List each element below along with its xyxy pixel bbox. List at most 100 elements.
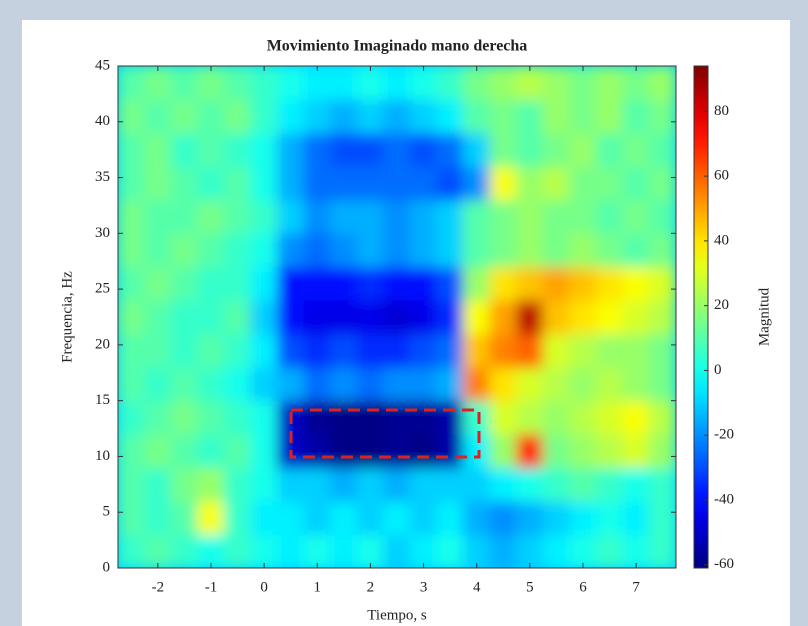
heatmap-cell xyxy=(304,333,332,367)
heatmap-cell xyxy=(197,367,225,401)
heatmap-cell xyxy=(569,333,597,367)
heatmap-cell xyxy=(463,434,491,468)
heatmap-cell xyxy=(171,434,199,468)
heatmap-cell xyxy=(569,400,597,434)
heatmap-cell xyxy=(250,166,278,200)
heatmap-cell xyxy=(277,534,305,568)
heatmap-cell xyxy=(304,99,332,133)
heatmap-cell xyxy=(277,99,305,133)
heatmap-cell xyxy=(410,199,438,233)
colorbar-tick-label: -40 xyxy=(714,491,734,507)
y-tick-label: 10 xyxy=(95,448,110,464)
heatmap-cell xyxy=(516,400,544,434)
heatmap-cell xyxy=(224,199,252,233)
x-tick-label: 2 xyxy=(367,579,375,595)
heatmap-cell xyxy=(171,300,199,334)
heatmap-cell xyxy=(304,166,332,200)
heatmap-cell xyxy=(649,367,677,401)
heatmap-cell xyxy=(171,99,199,133)
heatmap-cell xyxy=(569,300,597,334)
heatmap-cell xyxy=(596,99,624,133)
heatmap-cell xyxy=(277,266,305,300)
heatmap-cell xyxy=(463,467,491,501)
heatmap-cell xyxy=(118,132,146,166)
heatmap-cell xyxy=(436,367,464,401)
heatmap-cell xyxy=(144,233,172,267)
heatmap-cell xyxy=(224,300,252,334)
heatmap-cell xyxy=(304,132,332,166)
heatmap-cell xyxy=(357,400,385,434)
y-tick-label: 20 xyxy=(95,336,110,352)
heatmap-cell xyxy=(463,166,491,200)
heatmap-cell xyxy=(357,367,385,401)
heatmap-cell xyxy=(118,501,146,535)
heatmap-cell xyxy=(250,199,278,233)
colorbar xyxy=(694,66,708,568)
heatmap-cell xyxy=(197,400,225,434)
heatmap-cell xyxy=(543,199,571,233)
heatmap-cell xyxy=(277,132,305,166)
heatmap-cell xyxy=(490,99,518,133)
heatmap-cell xyxy=(277,333,305,367)
heatmap-cell xyxy=(383,467,411,501)
heatmap-cell xyxy=(171,233,199,267)
heatmap-cell xyxy=(383,99,411,133)
heatmap-cell xyxy=(543,367,571,401)
heatmap-cell xyxy=(410,333,438,367)
heatmap-cell xyxy=(649,501,677,535)
heatmap-cell xyxy=(144,132,172,166)
y-tick-label: 25 xyxy=(95,281,110,297)
heatmap-cell xyxy=(649,233,677,267)
x-tick-label: 6 xyxy=(579,579,587,595)
heatmap-cell xyxy=(383,233,411,267)
x-axis-label: Tiempo, s xyxy=(367,607,427,623)
heatmap-cell xyxy=(171,367,199,401)
heatmap-cell xyxy=(383,501,411,535)
heatmap-cell xyxy=(569,99,597,133)
heatmap-cell xyxy=(304,434,332,468)
x-tick-label: -2 xyxy=(152,579,165,595)
heatmap-cell xyxy=(516,199,544,233)
heatmap-cell xyxy=(622,99,650,133)
heatmap-cell xyxy=(383,300,411,334)
colorbar-tick-label: -60 xyxy=(714,556,734,572)
x-tick-label: 1 xyxy=(314,579,322,595)
heatmap-cell xyxy=(197,199,225,233)
heatmap-cell xyxy=(463,300,491,334)
heatmap xyxy=(118,66,677,569)
heatmap-cell xyxy=(144,166,172,200)
heatmap-cell xyxy=(330,66,358,100)
x-tick-label: 0 xyxy=(260,579,268,595)
heatmap-cell xyxy=(144,501,172,535)
heatmap-cell xyxy=(410,367,438,401)
heatmap-cell xyxy=(649,99,677,133)
heatmap-cell xyxy=(224,233,252,267)
heatmap-cell xyxy=(622,400,650,434)
heatmap-cell xyxy=(543,132,571,166)
heatmap-cell xyxy=(144,434,172,468)
heatmap-cell xyxy=(118,467,146,501)
y-tick-label: 45 xyxy=(95,57,110,73)
heatmap-cell xyxy=(622,367,650,401)
heatmap-cell xyxy=(330,501,358,535)
heatmap-cell xyxy=(516,99,544,133)
heatmap-cell xyxy=(304,300,332,334)
heatmap-cell xyxy=(144,367,172,401)
heatmap-cell xyxy=(622,132,650,166)
heatmap-cell xyxy=(596,367,624,401)
heatmap-cell xyxy=(543,233,571,267)
heatmap-cell xyxy=(490,199,518,233)
heatmap-cell xyxy=(383,166,411,200)
heatmap-cell xyxy=(436,501,464,535)
heatmap-cell xyxy=(622,266,650,300)
heatmap-cell xyxy=(516,333,544,367)
heatmap-cell xyxy=(357,434,385,468)
heatmap-cell xyxy=(463,132,491,166)
heatmap-cell xyxy=(118,99,146,133)
heatmap-cell xyxy=(224,467,252,501)
heatmap-cell xyxy=(197,233,225,267)
heatmap-cell xyxy=(357,199,385,233)
heatmap-cell xyxy=(410,166,438,200)
heatmap-cell xyxy=(330,534,358,568)
heatmap-cell xyxy=(649,400,677,434)
